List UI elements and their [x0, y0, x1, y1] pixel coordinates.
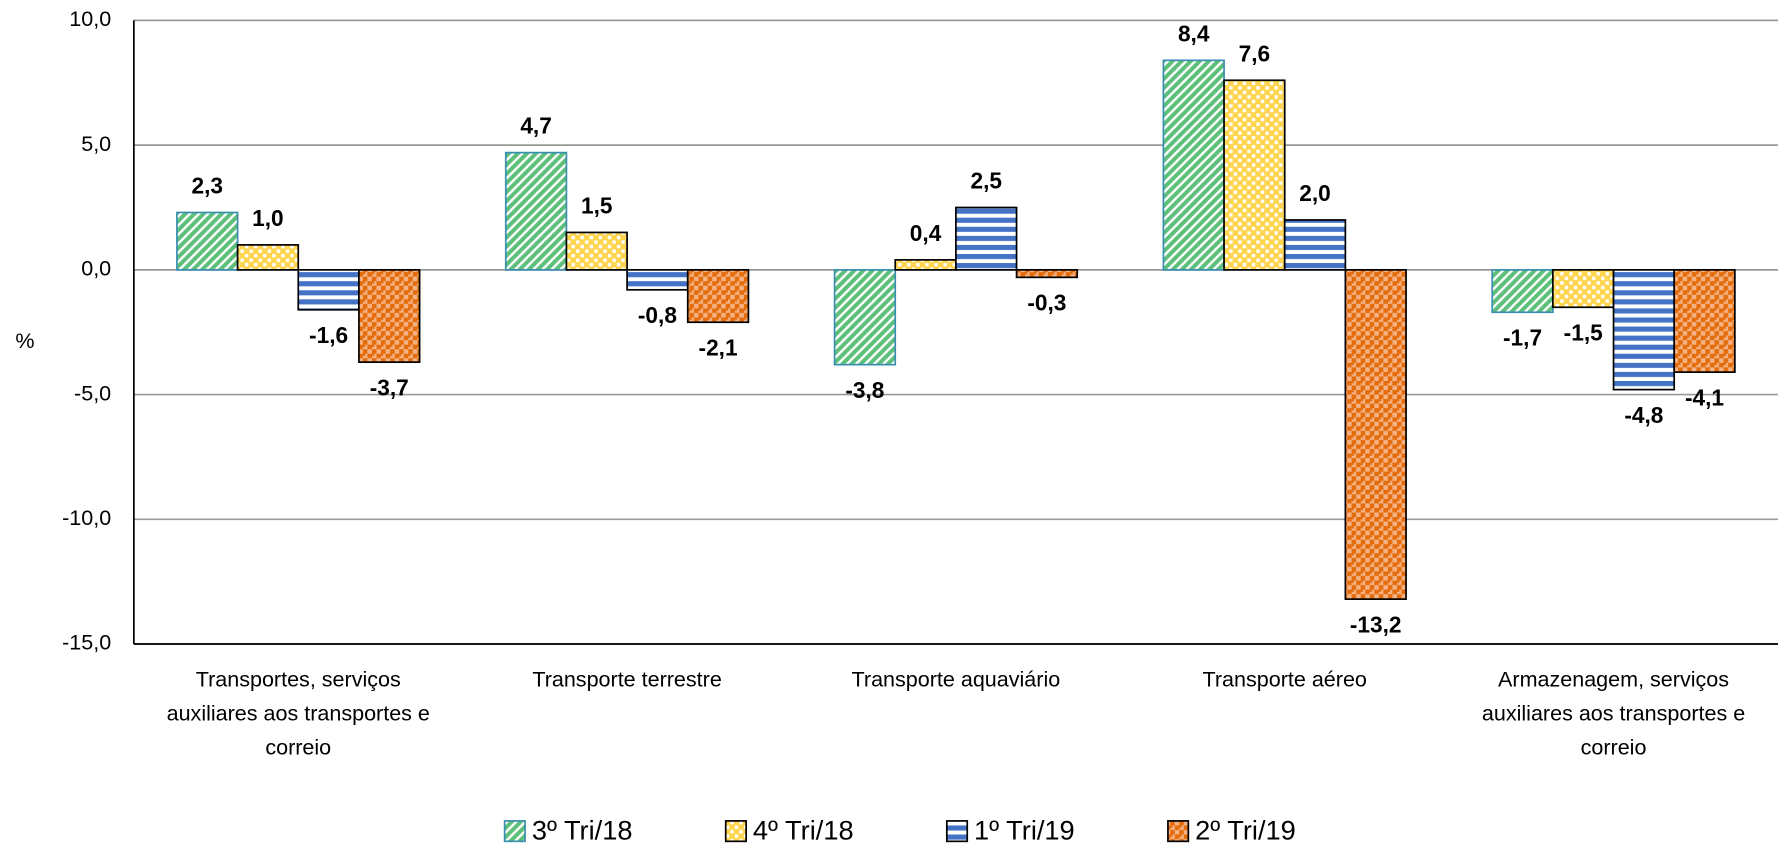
value-label: 2,5 [970, 168, 1002, 194]
legend-label: 1º Tri/19 [974, 814, 1075, 845]
legend-swatch [724, 820, 747, 843]
y-axis-label: % [15, 329, 34, 353]
legend-swatch [1167, 820, 1190, 843]
bar [565, 231, 628, 271]
bar [955, 206, 1018, 271]
legend-label: 4º Tri/18 [753, 814, 854, 845]
bar [1552, 269, 1615, 309]
value-label: -4,1 [1685, 384, 1724, 410]
bar [1162, 59, 1225, 271]
value-label: 1,5 [581, 192, 613, 218]
x-tick-label: Transporte terrestre [532, 667, 721, 691]
y-tick-label: -10,0 [62, 506, 111, 530]
y-tick-label: 5,0 [81, 132, 111, 156]
value-label: 7,6 [1239, 40, 1271, 66]
value-label: -1,5 [1564, 319, 1603, 345]
value-label: -13,2 [1350, 611, 1402, 637]
legend-swatch [945, 820, 969, 843]
value-label: 8,4 [1178, 20, 1210, 46]
bar [176, 211, 239, 271]
legend-swatch [503, 820, 526, 843]
legend-label: 2º Tri/19 [1195, 814, 1296, 845]
x-tick-label: Transporte aquaviário [852, 667, 1061, 691]
bar [626, 269, 689, 291]
bar [236, 244, 300, 271]
value-label: 1,0 [252, 205, 284, 231]
value-label: -3,7 [370, 374, 409, 400]
value-label: -2,1 [699, 334, 738, 360]
bar [297, 269, 360, 311]
y-tick-label: 0,0 [81, 257, 111, 281]
y-tick-label: -15,0 [62, 631, 111, 655]
value-label: 0,4 [910, 220, 942, 246]
value-label: 2,0 [1299, 180, 1331, 206]
bar [1673, 269, 1736, 373]
x-tick-label: Transporte aéreo [1203, 667, 1367, 691]
value-label: 4,7 [520, 113, 552, 139]
value-label: -0,8 [638, 302, 677, 328]
value-label: -1,7 [1503, 324, 1542, 350]
bar [504, 151, 568, 271]
bar [1344, 269, 1407, 600]
value-label: -0,3 [1027, 290, 1066, 316]
x-tick-label: Armazenagem, serviços auxiliares aos tran… [1482, 667, 1745, 759]
bar [686, 269, 750, 324]
value-label: -1,6 [309, 322, 348, 348]
value-label: -3,8 [845, 377, 884, 403]
bar [894, 259, 957, 271]
value-label: -4,8 [1624, 402, 1663, 428]
value-label: 2,3 [192, 173, 224, 199]
legend-label: 3º Tri/18 [532, 814, 633, 845]
bar [1015, 269, 1079, 279]
bar [1223, 79, 1286, 271]
bar [1283, 219, 1347, 271]
x-tick-label: Transportes, serviços auxiliares aos tran… [167, 667, 430, 759]
bar [833, 269, 897, 366]
y-tick-label: -5,0 [74, 381, 111, 405]
bar [358, 269, 421, 364]
bar [1612, 269, 1676, 391]
y-tick-label: 10,0 [69, 7, 111, 31]
bar [1491, 269, 1554, 314]
